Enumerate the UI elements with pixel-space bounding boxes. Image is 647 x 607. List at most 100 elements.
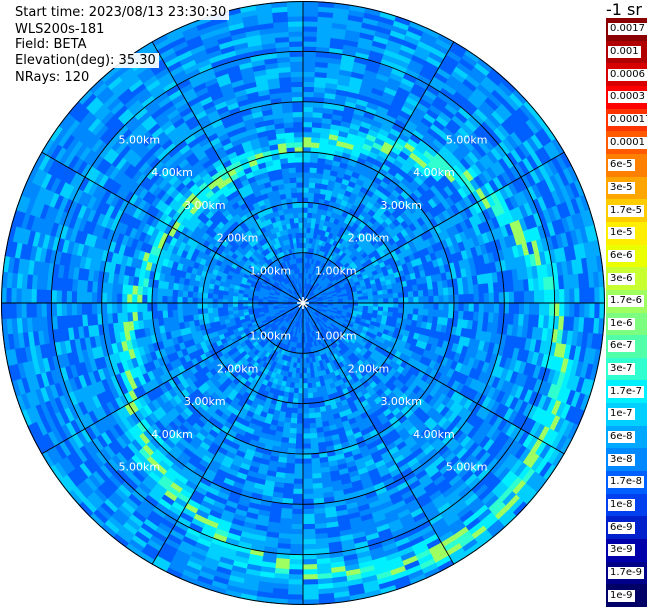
- range-gate-cell: [302, 176, 310, 183]
- range-gate-cell: [302, 508, 315, 515]
- range-gate-cell: [302, 222, 308, 228]
- range-gate-cell: [483, 302, 490, 314]
- range-gate-cell: [302, 453, 312, 460]
- range-gate-cell: [403, 302, 410, 309]
- range-gate-cell: [574, 288, 581, 304]
- range-gate-cell: [463, 293, 470, 304]
- range-gate-cell: [393, 297, 399, 304]
- range-gate-cell: [302, 5, 319, 12]
- range-gate-cell: [311, 387, 318, 394]
- range-gate-cell: [483, 292, 490, 304]
- range-gate-cell: [302, 538, 316, 545]
- range-gate-cell: [417, 308, 424, 316]
- range-gate-cell: [302, 363, 307, 369]
- range-gate-cell: [302, 96, 315, 103]
- range-gate-cell: [302, 156, 311, 163]
- range-gate-cell: [306, 372, 312, 379]
- range-gate-cell: [302, 503, 315, 510]
- range-gate-cell: [579, 302, 586, 319]
- range-gate-cell: [402, 307, 409, 315]
- range-gate-cell: [287, 442, 296, 450]
- range-gate-cell: [589, 287, 596, 304]
- range-gate-cell: [564, 288, 571, 304]
- range-gate-cell: [302, 488, 314, 495]
- range-gate-cell: [453, 294, 460, 304]
- range-gate-cell: [584, 302, 591, 319]
- range-gate-cell: [418, 302, 425, 310]
- range-gate-cell: [308, 192, 315, 199]
- range-gate-cell: [413, 296, 420, 304]
- range-gate-cell: [533, 290, 540, 304]
- range-gate-cell: [293, 468, 304, 475]
- range-gate-cell: [302, 438, 311, 445]
- range-gate-cell: [443, 302, 450, 311]
- range-gate-cell: [302, 121, 313, 128]
- range-gate-cell: [393, 302, 399, 309]
- range-gate-cell: [408, 296, 415, 304]
- range-gate-cell: [293, 387, 299, 394]
- range-gate-cell: [302, 498, 314, 505]
- range-gate-cell: [287, 594, 304, 601]
- range-gate-cell: [363, 299, 369, 304]
- range-gate-cell: [302, 81, 315, 88]
- range-gate-cell: [453, 302, 460, 312]
- range-gate-cell: [302, 126, 313, 133]
- range-gate-cell: [287, 584, 304, 591]
- range-gate-cell: [488, 292, 495, 304]
- range-gate-cell: [357, 299, 364, 304]
- range-gate-cell: [569, 302, 576, 318]
- range-gate-cell: [302, 76, 316, 83]
- range-gate-cell: [302, 589, 319, 596]
- range-gate-cell: [288, 559, 304, 566]
- range-gate-cell: [302, 40, 318, 47]
- range-gate-cell: [302, 207, 309, 213]
- range-gate-cell: [538, 290, 545, 304]
- range-gate-cell: [306, 382, 313, 389]
- range-gate-cell: [442, 310, 450, 319]
- range-gate-cell: [296, 408, 304, 415]
- range-gate-cell: [388, 297, 394, 304]
- range-gate-cell: [302, 10, 319, 17]
- range-gate-cell: [302, 45, 317, 52]
- range-gate-cell: [288, 427, 297, 435]
- range-gate-cell: [398, 297, 404, 304]
- range-gate-cell: [302, 528, 316, 535]
- range-gate-cell: [427, 309, 435, 318]
- range-gate-cell: [288, 569, 304, 576]
- range-gate-cell: [438, 295, 445, 304]
- range-gate-cell: [302, 458, 312, 465]
- range-gate-cell: [307, 397, 314, 404]
- range-gate-cell: [442, 287, 450, 296]
- range-gate-cell: [458, 302, 465, 312]
- range-gate-cell: [302, 171, 311, 178]
- range-gate-cell: [584, 287, 591, 304]
- range-gate-cell: [302, 186, 310, 193]
- range-gate-cell: [302, 559, 318, 566]
- range-gate-cell: [309, 177, 317, 184]
- range-gate-cell: [392, 307, 399, 314]
- range-gate-cell: [398, 302, 404, 309]
- range-gate-cell: [292, 397, 299, 404]
- range-gate-cell: [302, 196, 309, 203]
- range-gate-cell: [488, 302, 495, 314]
- range-gate-cell: [302, 191, 310, 198]
- range-gate-cell: [302, 463, 313, 470]
- range-gate-cell: [493, 302, 500, 314]
- range-gate-cell: [302, 423, 310, 430]
- range-gate-cell: [559, 288, 566, 304]
- range-gate-cell: [543, 302, 550, 317]
- range-gate-cell: [298, 378, 304, 384]
- range-gate-cell: [377, 294, 384, 300]
- range-gate-cell: [302, 227, 308, 233]
- range-gate-cell: [302, 151, 312, 158]
- range-gate-cell: [388, 302, 394, 309]
- range-gate-cell: [291, 402, 299, 409]
- range-gate-cell: [310, 442, 319, 450]
- range-gate-cell: [503, 291, 510, 304]
- range-gate-cell: [302, 136, 313, 143]
- range-gate-cell: [508, 302, 515, 315]
- range-gate-cell: [302, 408, 310, 415]
- range-gate-cell: [293, 473, 304, 480]
- range-gate-cell: [418, 296, 425, 304]
- range-gate-cell: [554, 289, 561, 304]
